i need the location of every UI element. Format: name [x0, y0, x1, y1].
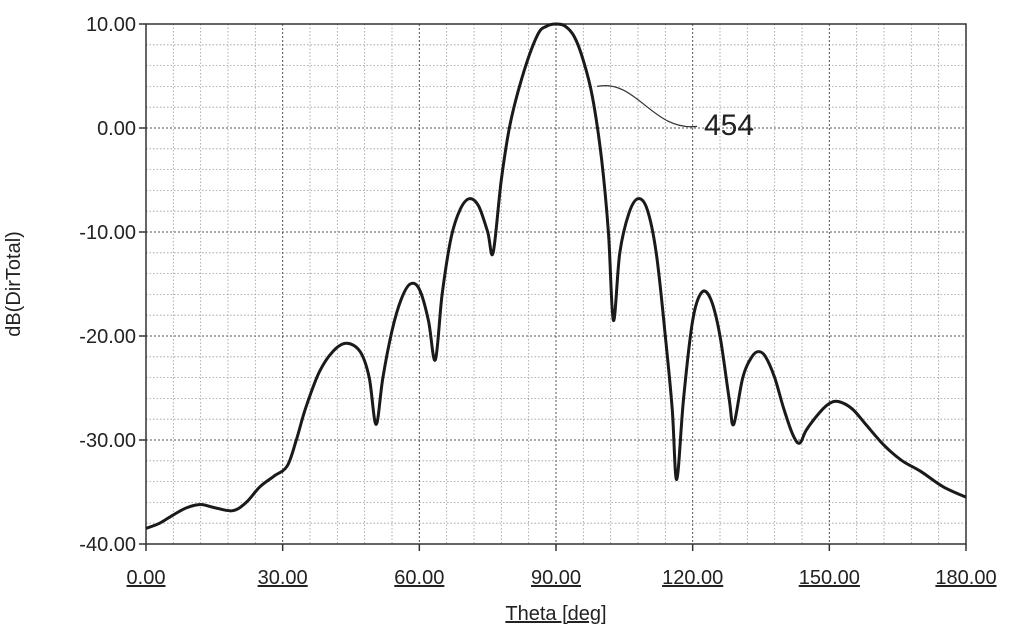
- series-line: [145, 22, 967, 530]
- series-layer: [145, 22, 967, 530]
- y-tick-label: -20.00: [79, 326, 136, 348]
- y-tick-label: -40.00: [79, 534, 136, 556]
- y-tick-label: -30.00: [79, 430, 136, 452]
- annotation: 454: [596, 85, 754, 142]
- y-tick-label: 0.00: [97, 118, 136, 140]
- x-tick-label: 90.00: [531, 567, 581, 589]
- y-tick-label: -10.00: [79, 222, 136, 244]
- annotation-leader-line: [596, 85, 698, 128]
- x-tick-label: 0.00: [127, 567, 166, 589]
- annotation-label: 454: [704, 109, 754, 142]
- x-axis-title: Theta [deg]: [505, 603, 606, 625]
- x-tick-label: 30.00: [258, 567, 308, 589]
- tick-marks: [139, 23, 967, 551]
- y-tick-labels: 10.00 0.00 -10.00 -20.00 -30.00 -40.00: [79, 14, 136, 556]
- y-tick-label: 10.00: [86, 14, 136, 36]
- y-axis-title: dB(DirTotal): [3, 231, 25, 337]
- x-tick-label: 120.00: [662, 567, 723, 589]
- x-tick-label: 180.00: [935, 567, 996, 589]
- x-tick-label: 150.00: [799, 567, 860, 589]
- x-tick-labels: 0.00 30.00 60.00 90.00 120.00 150.00 180.00: [127, 567, 997, 589]
- x-tick-label: 60.00: [394, 567, 444, 589]
